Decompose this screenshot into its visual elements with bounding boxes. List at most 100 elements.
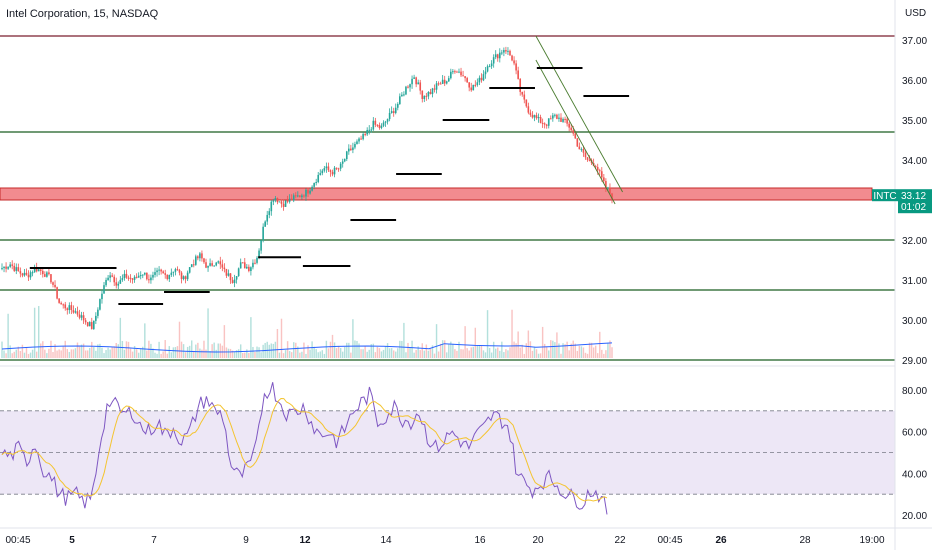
volume-bar [427, 350, 430, 358]
volume-bar [111, 347, 113, 358]
candle-body [509, 50, 511, 56]
volume-bar [7, 313, 9, 358]
volume-bar [341, 351, 344, 358]
price-tick-label: 30.00 [902, 316, 927, 327]
candle-body [317, 174, 320, 183]
volume-bar [52, 351, 54, 358]
volume-bar [566, 341, 568, 358]
volume-bar [117, 344, 120, 358]
volume-bar [421, 343, 423, 358]
candle-body [364, 134, 366, 136]
candle-body [423, 95, 426, 100]
candle-body [248, 266, 250, 272]
volume-bar [42, 341, 44, 358]
volume-bar [278, 352, 281, 358]
volume-bar [123, 349, 126, 358]
candle-body [239, 262, 242, 269]
candle-body [507, 50, 509, 52]
candle-body [182, 276, 185, 280]
candle-body [407, 86, 409, 88]
volume-bar [268, 344, 270, 358]
candle-body [486, 66, 489, 72]
candle-body [588, 159, 591, 161]
volume-bar [325, 340, 328, 358]
candle-body [58, 298, 60, 303]
candle-body [335, 167, 338, 169]
volume-bar [539, 353, 542, 358]
volume-bar [392, 350, 395, 358]
volume-bar [317, 352, 319, 358]
volume-bar [415, 349, 417, 358]
candle-body [307, 189, 309, 194]
candle-body [156, 270, 158, 273]
volume-bar [205, 349, 207, 358]
candle-body [1, 268, 3, 270]
volume-bar [164, 340, 166, 358]
volume-bar [490, 352, 493, 358]
volume-bar [499, 350, 501, 358]
price-unit-label: USD [905, 8, 926, 19]
candle-body [374, 120, 377, 125]
candle-body [174, 269, 177, 272]
candle-body [284, 200, 287, 207]
volume-bar [531, 350, 534, 358]
candle-body [376, 124, 379, 126]
volume-bar [150, 343, 152, 358]
candle-body [264, 221, 266, 227]
volume-bar [103, 353, 105, 358]
time-tick-label: 7 [151, 535, 157, 546]
candle-body [82, 315, 85, 321]
volume-bar [127, 341, 130, 358]
candle-body [492, 57, 495, 64]
candle-body [50, 274, 52, 283]
candle-body [19, 271, 22, 274]
candle-body [178, 270, 181, 273]
candle-body [41, 270, 44, 275]
volume-bar [507, 350, 509, 358]
candle-body [443, 79, 446, 84]
candle-body [7, 266, 9, 269]
volume-bar [348, 342, 350, 358]
candle-body [574, 133, 577, 139]
volume-bar [33, 307, 36, 358]
candle-body [262, 226, 264, 241]
candle-body [207, 265, 209, 268]
candle-body [35, 267, 38, 272]
candle-body [188, 267, 191, 273]
candle-body [180, 272, 183, 280]
candle-body [115, 282, 118, 286]
volume-bar [386, 343, 389, 358]
volume-bar [176, 346, 179, 358]
candle-body [409, 84, 411, 88]
candle-body [490, 63, 493, 67]
candle-body [425, 95, 428, 97]
candle-body [270, 201, 273, 212]
volume-bar [5, 353, 7, 358]
volume-bar [113, 346, 115, 358]
volume-bar [135, 349, 138, 358]
candle-body [431, 88, 434, 95]
volume-bar [439, 343, 442, 358]
candle-body [341, 161, 344, 164]
candle-body [141, 274, 144, 276]
candle-body [496, 54, 499, 59]
volume-bar [9, 345, 11, 358]
volume-bar [237, 349, 240, 358]
volume-bar [140, 348, 142, 358]
candle-body [580, 149, 583, 151]
volume-bar [231, 350, 234, 358]
volume-bar [384, 346, 387, 358]
candle-body [168, 274, 171, 280]
volume-bar [364, 346, 366, 358]
candle-body [56, 287, 58, 299]
volume-bar [562, 343, 564, 358]
candle-body [462, 75, 464, 77]
candle-body [388, 112, 391, 120]
candle-body [311, 186, 313, 191]
volume-bar [570, 343, 572, 358]
volume-bar [58, 349, 60, 358]
volume-bar [423, 350, 426, 358]
candle-body [256, 257, 258, 263]
